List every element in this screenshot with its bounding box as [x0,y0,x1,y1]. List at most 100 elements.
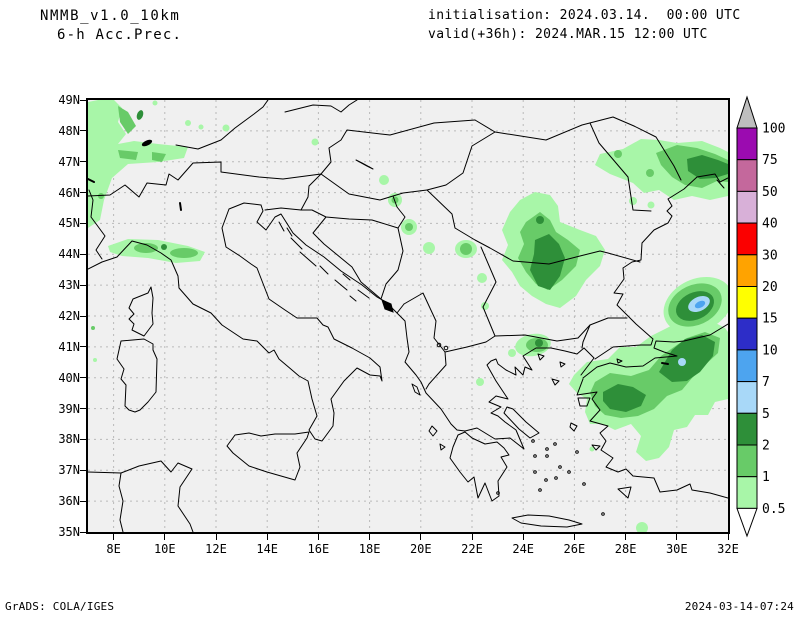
precip-dot [629,197,637,205]
border-bosnia-croatia [312,216,382,300]
colorbar-overflow-arrow [736,95,758,129]
border-drava [320,173,428,201]
model-title: NMMB_v1.0_10km [40,8,181,24]
colorbar-label: 10 [762,343,778,358]
precip-dot [647,201,655,209]
border-germany-austria [175,100,269,150]
lat-tick [80,284,86,286]
precip-dot [508,349,516,357]
lat-label: 39N [58,401,80,416]
border-alps-east [88,161,322,198]
lat-tick [80,99,86,101]
lat-tick [80,408,86,410]
colorbar-label: 0.5 [762,502,785,517]
border-alps-west [88,189,106,260]
coast-liman [716,179,725,189]
precip-dot [423,242,435,254]
precip-alps-core [118,150,138,160]
coast-gallipoli [580,323,728,379]
field-title: 6-h Acc.Prec. [57,27,183,43]
precip-dot [636,522,648,532]
colorbar-label: 2 [762,439,770,454]
lat-label: 41N [58,339,80,354]
lon-label: 26E [563,542,586,556]
coast-north-africa [88,460,194,532]
lake-geneva [88,178,95,183]
lon-tick [369,534,371,540]
precip-bulgaria-max [530,234,565,290]
precip-dot [379,175,389,185]
colorbar-label: 50 [762,185,778,200]
precip-dot [476,378,484,386]
border-albania-macedonia [403,292,447,390]
precip-layer-blue [694,300,706,309]
precip-dot [91,326,95,330]
border-austria-hungary [320,119,476,175]
lon-tick [727,534,729,540]
lakes [88,139,669,365]
lon-label: 8E [106,542,121,556]
lat-label: 35N [58,525,80,539]
border-ukraine-moldova [474,116,682,181]
precip-liguria-core [170,248,198,258]
border-danube [426,189,641,265]
lon-tick [420,534,422,540]
colorbar-band [736,286,758,319]
border-serbia-bulgaria [480,246,497,308]
coast-turkey-aegean [576,378,728,499]
coast-italy [88,202,383,442]
colorbar-underflow-arrow [736,507,758,538]
border-czech-slovakia [284,100,358,113]
lake-prespa [443,345,449,351]
border-algeria-tunisia [118,472,124,532]
colorbar-band [736,190,758,224]
border-hungary-romania [426,131,496,191]
border-montenegro-serbia [380,227,404,300]
colorbar-label: 30 [762,248,778,263]
precip-dot [460,243,472,255]
precip-dot [646,169,654,177]
colorbar-label: 40 [762,217,778,232]
lon-label: 22E [461,542,483,556]
init-time: initialisation: 2024.03.14. 00:00 UTC [428,8,741,23]
precip-alps-max [136,110,144,120]
precip-dot [222,124,230,132]
lat-label: 36N [58,494,80,509]
lat-tick [80,315,86,317]
colorbar-band [736,254,758,288]
lat-tick [80,161,86,163]
lon-label: 28E [614,542,637,556]
coast-corsica [128,286,154,337]
precip-dot [198,124,204,130]
lon-tick [317,534,319,540]
precip-dot [311,138,319,146]
colorbar-label: 20 [762,280,778,295]
coast-croatian-islands [278,221,370,302]
coast-peloponnese [449,431,510,502]
precip-blacksea-7mm [694,300,706,309]
lat-tick [80,377,86,379]
lon-tick [113,534,115,540]
lat-label: 45N [58,216,80,231]
colorbar-label: 1 [762,470,770,485]
lat-tick [80,469,86,471]
lon-tick [215,534,217,540]
colorbar-band [736,412,758,446]
lat-tick [80,192,86,194]
lat-label: 43N [58,278,80,293]
colorbar-band [736,476,758,509]
lon-tick [522,534,524,540]
lat-label: 38N [58,432,80,447]
precip-liguria-core [134,243,158,253]
lake-garda [179,202,182,211]
lat-label: 42N [58,309,80,323]
lat-tick [80,253,86,255]
coast-sicily [226,431,310,481]
lon-tick [625,534,627,540]
border-montenegro-albania [396,303,405,314]
precip-dot [405,223,413,231]
lon-label: 18E [358,542,381,556]
lon-label: 32E [717,542,739,556]
precip-dot [93,358,97,362]
lon-tick [676,534,678,540]
